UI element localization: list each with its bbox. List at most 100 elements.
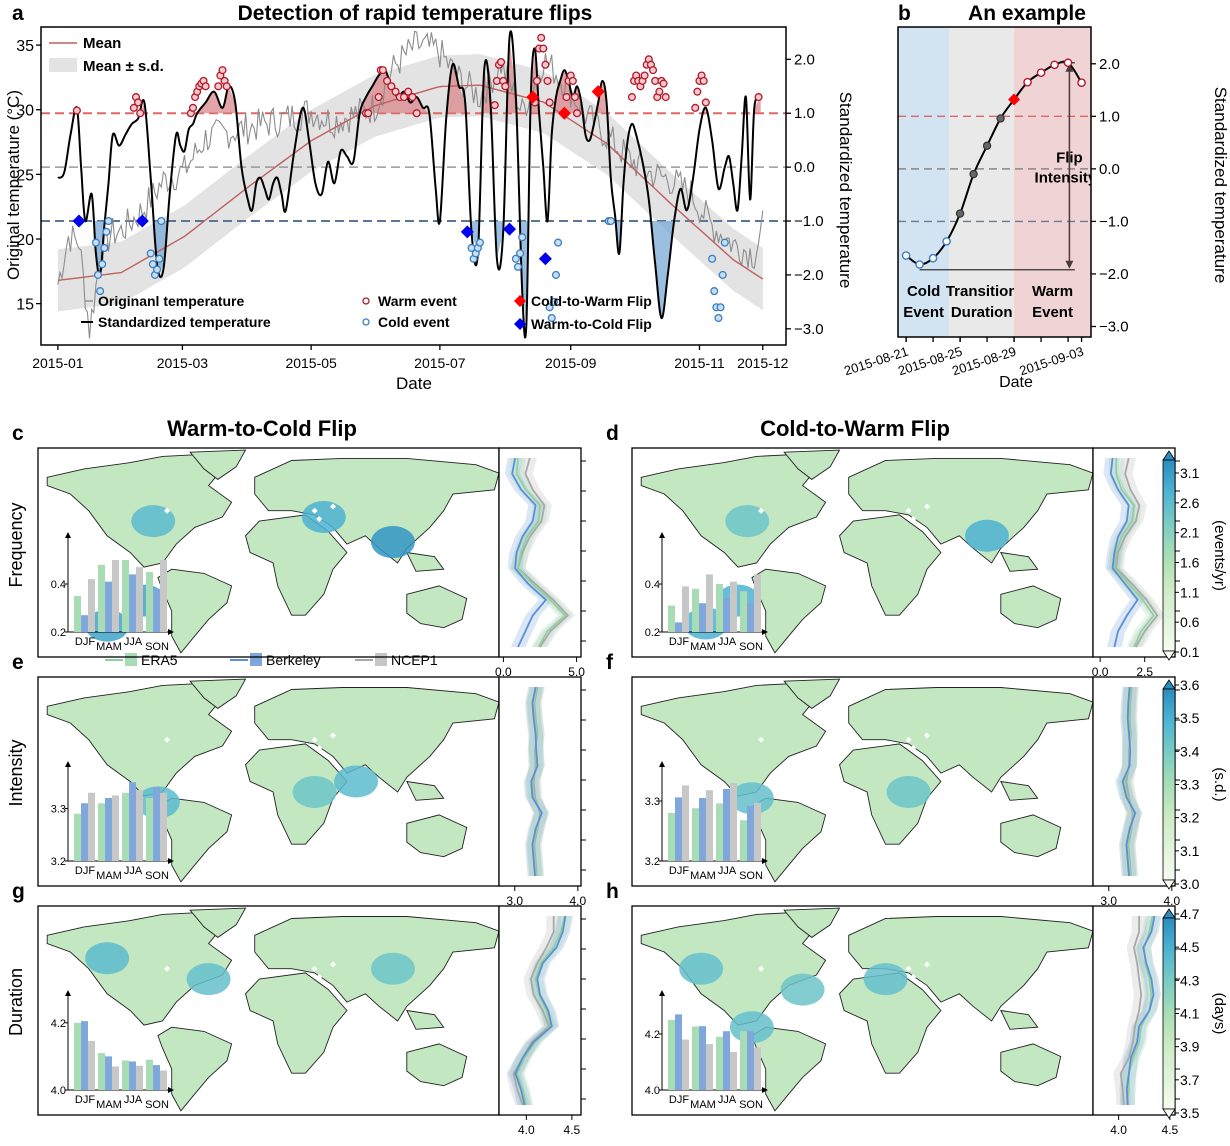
warm-event-point	[691, 103, 700, 112]
inset-y-tick-label: 4.2	[645, 1029, 660, 1041]
colorbar-tick-label: 3.1	[1180, 465, 1200, 481]
bar-era5	[122, 1060, 129, 1090]
profile-band-ncep1	[510, 458, 576, 647]
warm-event-area	[754, 97, 761, 114]
inset-y-tick-label: 3.2	[645, 856, 660, 868]
warm-event-point	[693, 87, 702, 96]
cold-event-point	[100, 243, 109, 253]
inset-y-tick-label: 0.4	[51, 579, 66, 591]
region-label: Duration	[951, 304, 1013, 321]
warm-event-point	[399, 93, 409, 102]
warm-event-point	[412, 109, 421, 118]
column-title-warm-to-cold: Warm-to-Cold Flip	[167, 416, 357, 441]
inset-y-arrow	[65, 990, 71, 996]
warm-event-point	[408, 93, 417, 102]
panel-label-b: b	[898, 2, 911, 25]
bar-berkeley	[153, 1065, 160, 1090]
season-label: SON	[145, 1099, 169, 1111]
warm-event-point	[562, 93, 571, 102]
profile-x-tick-label: 4.5	[564, 1123, 581, 1137]
map-hotspot	[863, 963, 908, 996]
continent-australia	[1000, 1043, 1062, 1087]
warm-event-area	[198, 86, 236, 114]
season-label: MAM	[96, 641, 122, 653]
bar-berkeley	[699, 798, 706, 861]
profile-line-era5	[516, 915, 566, 1106]
map-area	[640, 907, 1093, 1112]
legend-w2c-swatch	[514, 318, 526, 330]
colorbar	[1162, 688, 1176, 881]
marker-site	[924, 503, 931, 510]
map-panels: Warm-to-Cold Flip Cold-to-Warm Flip Freq…	[6, 416, 1228, 1137]
legend-warm-swatch	[362, 297, 370, 305]
map-hotspot	[964, 519, 1009, 552]
colorbar	[1162, 459, 1176, 652]
marker-site	[910, 745, 917, 752]
marker-site	[316, 516, 323, 523]
season-label: DJF	[669, 636, 689, 648]
warm-event-point	[201, 82, 210, 91]
bar-era5	[668, 1020, 675, 1090]
cold-event-point	[513, 262, 523, 271]
season-label: JJA	[124, 636, 143, 648]
cold-event-point	[148, 260, 157, 269]
season-label: SON	[145, 870, 169, 882]
warm-event-point	[222, 82, 231, 91]
bar-ncep1	[136, 1065, 143, 1090]
bar-era5	[74, 813, 81, 861]
profile-line-ncep1	[1119, 916, 1143, 1106]
marker-site	[905, 736, 912, 743]
warm-event-area	[447, 64, 466, 114]
bar-ncep1	[112, 560, 119, 632]
transition-point	[982, 141, 992, 150]
y-tick-label: 20	[16, 232, 34, 249]
panel-b-title: An example	[968, 2, 1086, 25]
cold-event-area	[93, 221, 105, 275]
continent-southAmerica	[157, 1026, 233, 1112]
inset-y-arrow	[65, 761, 71, 767]
season-label: SON	[739, 641, 763, 653]
bar-berkeley	[747, 805, 754, 861]
flip-intensity-label: Flip	[1056, 149, 1083, 166]
cold-event-point	[551, 270, 561, 279]
y-tick-label: 15	[16, 297, 34, 314]
map-hotspot	[886, 775, 931, 808]
continent-southAmerica	[751, 568, 827, 654]
colorbar-tick-label: 0.1	[1180, 644, 1200, 660]
bar-ncep1	[88, 792, 95, 861]
cold-event-point	[718, 270, 727, 279]
warm-to-cold-flip-marker	[538, 252, 552, 266]
region-label: Event	[1032, 304, 1073, 321]
y-tick-label: −1.0	[1099, 213, 1129, 230]
bar-ncep1	[160, 792, 167, 861]
bar-ncep1	[706, 790, 713, 861]
panel-b-frame	[897, 26, 1092, 338]
marker-site	[164, 507, 171, 514]
season-label: JJA	[124, 1094, 143, 1106]
continent-seAsia	[406, 551, 445, 572]
marker-site	[924, 732, 931, 739]
map-hotspot	[334, 765, 379, 798]
marker-site	[164, 736, 171, 743]
warm-to-cold-flip-marker	[72, 214, 86, 228]
continent-seAsia	[406, 1009, 445, 1030]
bar-berkeley	[105, 581, 112, 632]
inset-y-arrow	[65, 532, 71, 538]
map-panel-f: f 3.2 3.3 DJF MAM JJA SON 3.0 4.0	[606, 651, 1181, 908]
profile-x-tick-label: 5.0	[568, 665, 585, 679]
profile-frame	[498, 676, 582, 887]
cold-event-point	[91, 238, 100, 247]
region-label: Event	[903, 304, 944, 321]
map-hotspot	[370, 952, 415, 985]
warm-event-point	[136, 109, 145, 118]
cold-to-warm-flip-marker	[557, 106, 571, 120]
continent-eurasia	[848, 457, 1093, 564]
profile-line-berkeley	[1109, 457, 1139, 648]
colorbar-tick-label: 2.6	[1180, 495, 1200, 511]
cold-event-point	[606, 216, 615, 226]
warm-event-point	[543, 76, 552, 85]
panel-label-d: d	[606, 422, 619, 445]
bar-era5	[74, 1022, 81, 1090]
map-area	[46, 678, 499, 883]
cold-point	[928, 253, 938, 263]
